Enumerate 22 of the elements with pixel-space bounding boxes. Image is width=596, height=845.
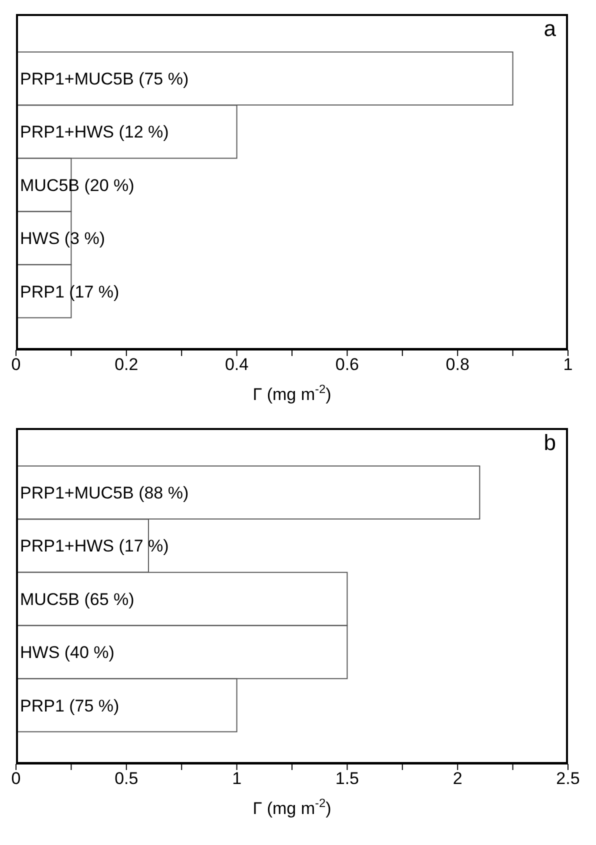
x-tick-label: 0.2 xyxy=(114,355,138,374)
y-tick-label: PRP1+MUC5B (75 %) xyxy=(20,70,189,88)
x-tick-label: 1 xyxy=(563,355,573,374)
y-tick-label: PRP1+MUC5B (88 %) xyxy=(20,484,189,502)
x-tick-label: 0.5 xyxy=(114,769,138,788)
x-tick-label: 0.4 xyxy=(224,355,249,374)
annotation: b xyxy=(544,430,556,456)
y-tick-label: MUC5B (65 %) xyxy=(20,590,134,609)
x-tick-label: 0 xyxy=(11,769,21,788)
x-tick-label: 1 xyxy=(232,769,242,788)
x-tick-label: 0 xyxy=(11,355,21,374)
x-tick-label: 1.5 xyxy=(335,769,360,788)
x-tick-label: 2 xyxy=(452,769,462,788)
x-tick-label: 0.8 xyxy=(446,355,470,374)
y-tick-label: PRP1 (75 %) xyxy=(20,696,120,716)
y-tick-label: PRP1+HWS (12 %) xyxy=(20,122,169,142)
x-tick-label: 0.6 xyxy=(335,355,360,374)
y-tick-label: HWS (40 %) xyxy=(20,643,114,662)
x-axis-title: Γ (mg m$^{-2}$) xyxy=(252,382,332,404)
x-axis-title: Γ (mg m$^{-2}$) xyxy=(252,796,332,818)
annotation: a xyxy=(544,16,556,42)
x-tick-label: 2.5 xyxy=(556,769,580,788)
